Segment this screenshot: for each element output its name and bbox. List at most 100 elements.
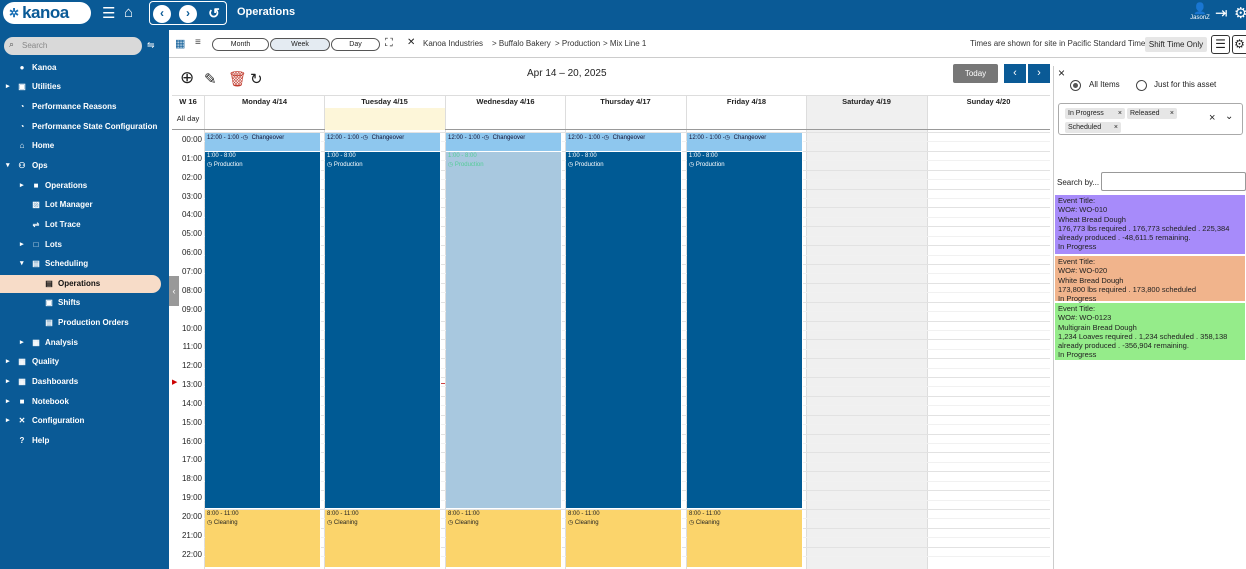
add-event-icon[interactable]: ⊕ — [180, 68, 195, 87]
cleaning-event[interactable]: 8:00 - 11:00 ◷ Cleaning — [325, 510, 441, 568]
shift-time-only-toggle[interactable]: Shift Time Only — [1145, 37, 1207, 52]
remove-chip-icon[interactable]: × — [1169, 110, 1174, 117]
production-event[interactable]: 1:00 - 8:00 ◷ Production — [446, 152, 562, 509]
edit-pencil-icon[interactable]: ✎ — [204, 71, 217, 88]
changeover-event[interactable]: 12:00 - 1:00 -◷ Changeover — [325, 133, 441, 152]
hierarchy-icon[interactable]: ⛶ — [385, 37, 393, 49]
kanoa-logo[interactable]: ✲ kanoa — [3, 2, 91, 24]
day-column-saturday[interactable] — [806, 96, 927, 569]
sidebar-item-operations-folder[interactable]: ▸ ■ Operations — [0, 177, 169, 195]
today-button[interactable]: Today — [953, 64, 998, 83]
sidebar-item-kanoa[interactable]: ● Kanoa — [0, 59, 169, 77]
sidebar-item-operations-active[interactable]: ▤ Operations — [0, 275, 161, 293]
remove-chip-icon[interactable]: × — [1113, 124, 1118, 131]
sidebar-item-utilities[interactable]: ▸ ▣ Utilities — [0, 78, 169, 96]
work-order-card[interactable]: Event Title: WO#: WO-0123 Multigrain Bread… — [1055, 303, 1245, 360]
changeover-event[interactable]: 12:00 - 1:00 -◷ Changeover — [566, 133, 682, 152]
status-filter-select[interactable]: In Progress × Released × Scheduled × × ⌄ — [1058, 103, 1243, 135]
day-column-wednesday[interactable] — [445, 96, 566, 569]
work-order-line: WO#: WO-0123 — [1058, 313, 1112, 323]
breadcrumb-site[interactable]: > Buffalo Bakery — [492, 39, 551, 48]
settings-gear-icon[interactable]: ⚙ — [1234, 5, 1246, 22]
all-items-radio[interactable] — [1070, 80, 1081, 91]
chip-scheduled[interactable]: Scheduled × — [1065, 122, 1121, 133]
cleaning-event[interactable]: 8:00 - 11:00 ◷ Cleaning — [446, 510, 562, 568]
chevron-right-icon: ▸ — [6, 358, 10, 365]
sidebar-item-notebook[interactable]: ▸ ■ Notebook — [0, 393, 169, 411]
cleaning-event[interactable]: 8:00 - 11:00 ◷ Cleaning — [205, 510, 321, 568]
sidebar-item-scheduling[interactable]: ▾ ▤ Scheduling — [0, 255, 169, 273]
production-event[interactable]: 1:00 - 8:00 ◷ Production — [205, 152, 321, 509]
sidebar-item-shifts[interactable]: ▣ Shifts — [0, 294, 169, 312]
sidebar-item-label: Quality — [32, 357, 60, 366]
collapse-sidebar-handle[interactable]: ‹ — [169, 276, 179, 306]
details-panel-icon[interactable]: ☰ — [1211, 35, 1230, 54]
delete-icon[interactable]: 🗑 — [228, 71, 248, 88]
sidebar-item-dashboards[interactable]: ▸ ▦ Dashboards — [0, 373, 169, 391]
hour-label: 06:00 — [181, 248, 202, 258]
clear-filter-icon[interactable]: × — [1209, 112, 1216, 124]
view-day-button[interactable]: Day — [331, 38, 380, 51]
day-column-friday[interactable] — [686, 96, 807, 569]
home-icon[interactable]: ⌂ — [124, 4, 134, 21]
changeover-event[interactable]: 12:00 - 1:00 -◷ Changeover — [687, 133, 803, 152]
logout-icon[interactable]: ⇥ — [1215, 5, 1228, 22]
changeover-event[interactable]: 12:00 - 1:00 -◷ Changeover — [446, 133, 562, 152]
back-icon[interactable]: ‹ — [153, 5, 171, 23]
sidebar-item-production-orders[interactable]: ▤ Production Orders — [0, 314, 169, 332]
sidebar-item-ops[interactable]: ▾ ⚇ Ops — [0, 157, 169, 175]
just-asset-radio[interactable] — [1136, 80, 1147, 91]
production-event[interactable]: 1:00 - 8:00 ◷ Production — [325, 152, 441, 509]
cleaning-event[interactable]: 8:00 - 11:00 ◷ Cleaning — [566, 510, 682, 568]
all-day-row[interactable] — [204, 108, 1050, 130]
day-column-tuesday[interactable] — [324, 96, 445, 569]
sidebar-item-help[interactable]: ? Help — [0, 432, 169, 450]
prev-week-button[interactable]: ‹ — [1004, 64, 1026, 83]
breadcrumb-enterprise[interactable]: Kanoa Industries — [423, 39, 484, 48]
next-week-button[interactable]: › — [1028, 64, 1050, 83]
close-icon[interactable]: × — [1058, 66, 1066, 80]
sidebar-item-configuration[interactable]: ▸ ✕ Configuration — [0, 412, 169, 430]
view-month-button[interactable]: Month — [212, 38, 269, 51]
chip-released[interactable]: Released × — [1127, 108, 1177, 119]
chevron-down-icon[interactable]: ⌄ — [1225, 111, 1234, 122]
sidebar-item-label: Notebook — [32, 397, 69, 406]
event-time: 1:00 - 8:00 — [207, 153, 236, 159]
sidebar-item-analysis[interactable]: ▸ ▦ Analysis — [0, 334, 169, 352]
sidebar-item-performance-state-configuration[interactable]: ◔ Performance State Configuration — [0, 118, 169, 136]
refresh-icon[interactable]: ↻ — [250, 71, 263, 88]
sidebar-item-performance-reasons[interactable]: ◔ Performance Reasons — [0, 98, 169, 116]
sidebar-item-lots[interactable]: ▸ □ Lots — [0, 236, 169, 254]
panel-search-input[interactable] — [1101, 172, 1246, 191]
settings-gear-icon[interactable]: ⚙ — [1232, 35, 1246, 54]
breadcrumb-line[interactable]: > Mix Line 1 — [603, 39, 647, 48]
sidebar-item-quality[interactable]: ▸ ▦ Quality — [0, 353, 169, 371]
sidebar-item-home[interactable]: ⌂ Home — [0, 137, 169, 155]
chip-in-progress[interactable]: In Progress × — [1065, 108, 1125, 119]
day-column-sunday[interactable] — [927, 96, 1050, 569]
chart-icon: ▦ — [32, 338, 40, 347]
sidebar-item-lot-trace[interactable]: ⇌ Lot Trace — [0, 216, 169, 234]
sidebar-search-input[interactable]: Search — [4, 37, 142, 55]
event-time: 12:00 - 1:00 - — [448, 135, 484, 141]
tools-icon[interactable]: ✕ — [407, 37, 416, 48]
history-icon[interactable]: ↺ — [208, 5, 220, 21]
remove-chip-icon[interactable]: × — [1117, 110, 1122, 117]
user-menu[interactable]: 👤 JasonZ — [1187, 2, 1213, 21]
production-event[interactable]: 1:00 - 8:00 ◷ Production — [566, 152, 682, 509]
calendar-icon[interactable]: ▦ — [175, 38, 186, 50]
changeover-event[interactable]: 12:00 - 1:00 -◷ Changeover — [205, 133, 321, 152]
view-week-button[interactable]: Week — [270, 38, 330, 51]
forward-icon[interactable]: › — [179, 5, 197, 23]
sidebar-item-lot-manager[interactable]: ▨ Lot Manager — [0, 196, 169, 214]
production-event[interactable]: 1:00 - 8:00 ◷ Production — [687, 152, 803, 509]
cleaning-event[interactable]: 8:00 - 11:00 ◷ Cleaning — [687, 510, 803, 568]
hamburger-menu-icon[interactable]: ☰ — [102, 5, 116, 22]
work-order-card[interactable]: Event Title: WO#: WO-010 Wheat Bread Dough… — [1055, 195, 1245, 254]
day-column-thursday[interactable] — [565, 96, 686, 569]
breadcrumb-area[interactable]: > Production — [555, 39, 601, 48]
work-order-card[interactable]: Event Title: WO#: WO-020 White Bread Dough… — [1055, 256, 1245, 303]
list-icon[interactable]: ≡ — [195, 37, 201, 48]
day-column-monday[interactable] — [204, 96, 325, 569]
collapse-icon[interactable]: ⇋ — [147, 40, 155, 50]
